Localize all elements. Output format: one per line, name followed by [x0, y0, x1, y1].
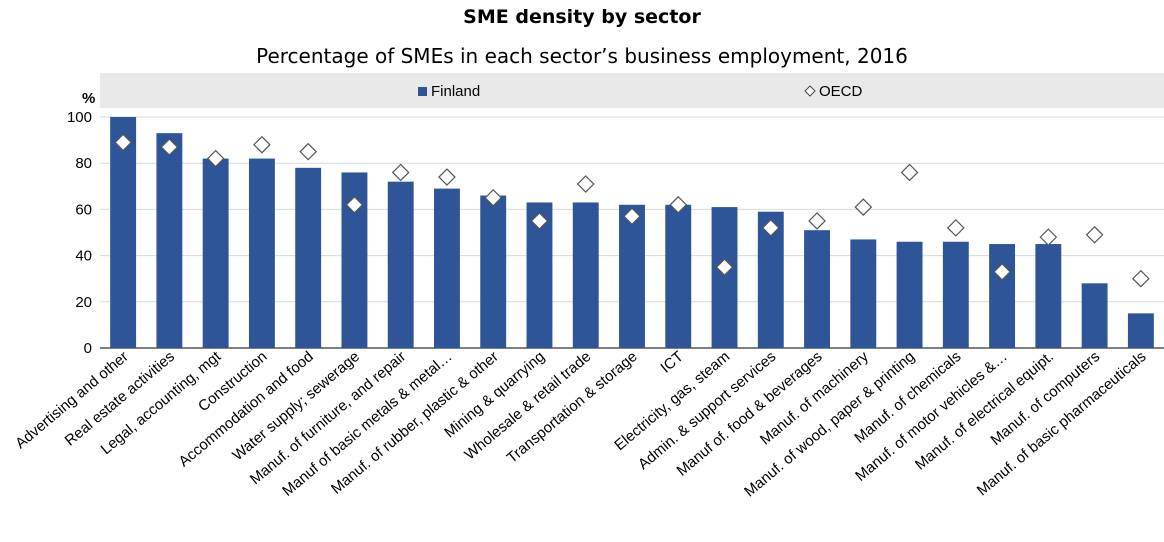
marker-oecd: [761, 219, 780, 237]
bar-finland: [434, 188, 460, 348]
x-tick-label: Manuf of basic metals & metal…: [279, 348, 455, 500]
marker-oecd: [993, 262, 1011, 281]
bar-finland: [480, 195, 507, 348]
chart-subtitle: Percentage of SMEs in each sector’s busi…: [256, 44, 908, 68]
chart-title: SME density by sector: [463, 6, 701, 28]
marker-oecd: [530, 212, 549, 230]
x-tick-label: Manuf. of basic pharmaceuticals: [974, 348, 1150, 499]
bar-finland: [295, 167, 322, 348]
marker-oecd: [114, 133, 132, 152]
y-tick-label: 0: [84, 340, 92, 357]
bar-finland: [387, 181, 414, 348]
bar-finland: [850, 239, 877, 348]
bar-finland: [156, 133, 183, 348]
bar-finland: [711, 207, 738, 348]
marker-oecd: [1039, 228, 1058, 246]
marker-oecd: [160, 138, 179, 156]
marker-oecd: [900, 163, 919, 182]
x-tick-label: Manuf. of wood, paper & printing: [741, 348, 918, 500]
marker-oecd: [206, 149, 225, 168]
legend-finland-label: Finland: [431, 83, 480, 100]
y-tick-label: 20: [75, 294, 92, 311]
marker-oecd: [808, 212, 826, 230]
marker-oecd: [299, 142, 318, 161]
marker-oecd: [1132, 269, 1150, 288]
marker-oecd: [484, 189, 503, 207]
x-tick-label: ICT: [657, 348, 686, 377]
marker-oecd: [345, 195, 364, 214]
marker-oecd: [576, 175, 595, 193]
bar-finland: [248, 158, 275, 348]
bar-finland: [665, 204, 692, 348]
legend-oecd-label: OECD: [819, 83, 863, 100]
legend-band: [100, 73, 1164, 108]
y-tick-label: 100: [67, 109, 92, 126]
marker-oecd: [623, 207, 641, 226]
bar-finland: [110, 117, 137, 348]
bar-finland: [942, 241, 969, 348]
marker-oecd: [669, 195, 688, 214]
bar-finland: [1081, 283, 1108, 348]
marker-oecd: [946, 219, 965, 237]
bar-finland: [1127, 313, 1154, 348]
bar-finland: [1035, 244, 1062, 348]
bar-finland: [619, 204, 645, 348]
marker-oecd: [391, 163, 410, 182]
legend-oecd-marker: [804, 85, 816, 97]
y-tick-label: 60: [75, 201, 92, 218]
marker-oecd: [715, 258, 734, 276]
marker-oecd: [1085, 225, 1104, 244]
marker-oecd: [253, 135, 271, 154]
bar-finland: [989, 244, 1016, 348]
marker-oecd: [854, 198, 873, 216]
legend-finland-swatch: [418, 87, 427, 96]
marker-oecd: [438, 168, 456, 186]
y-tick-label: 80: [75, 155, 92, 172]
bar-finland: [572, 202, 599, 348]
y-axis-unit: %: [82, 90, 95, 107]
bar-finland: [202, 158, 229, 348]
y-tick-label: 40: [75, 248, 92, 265]
bar-finland: [896, 241, 923, 348]
bar-finland: [804, 230, 830, 348]
